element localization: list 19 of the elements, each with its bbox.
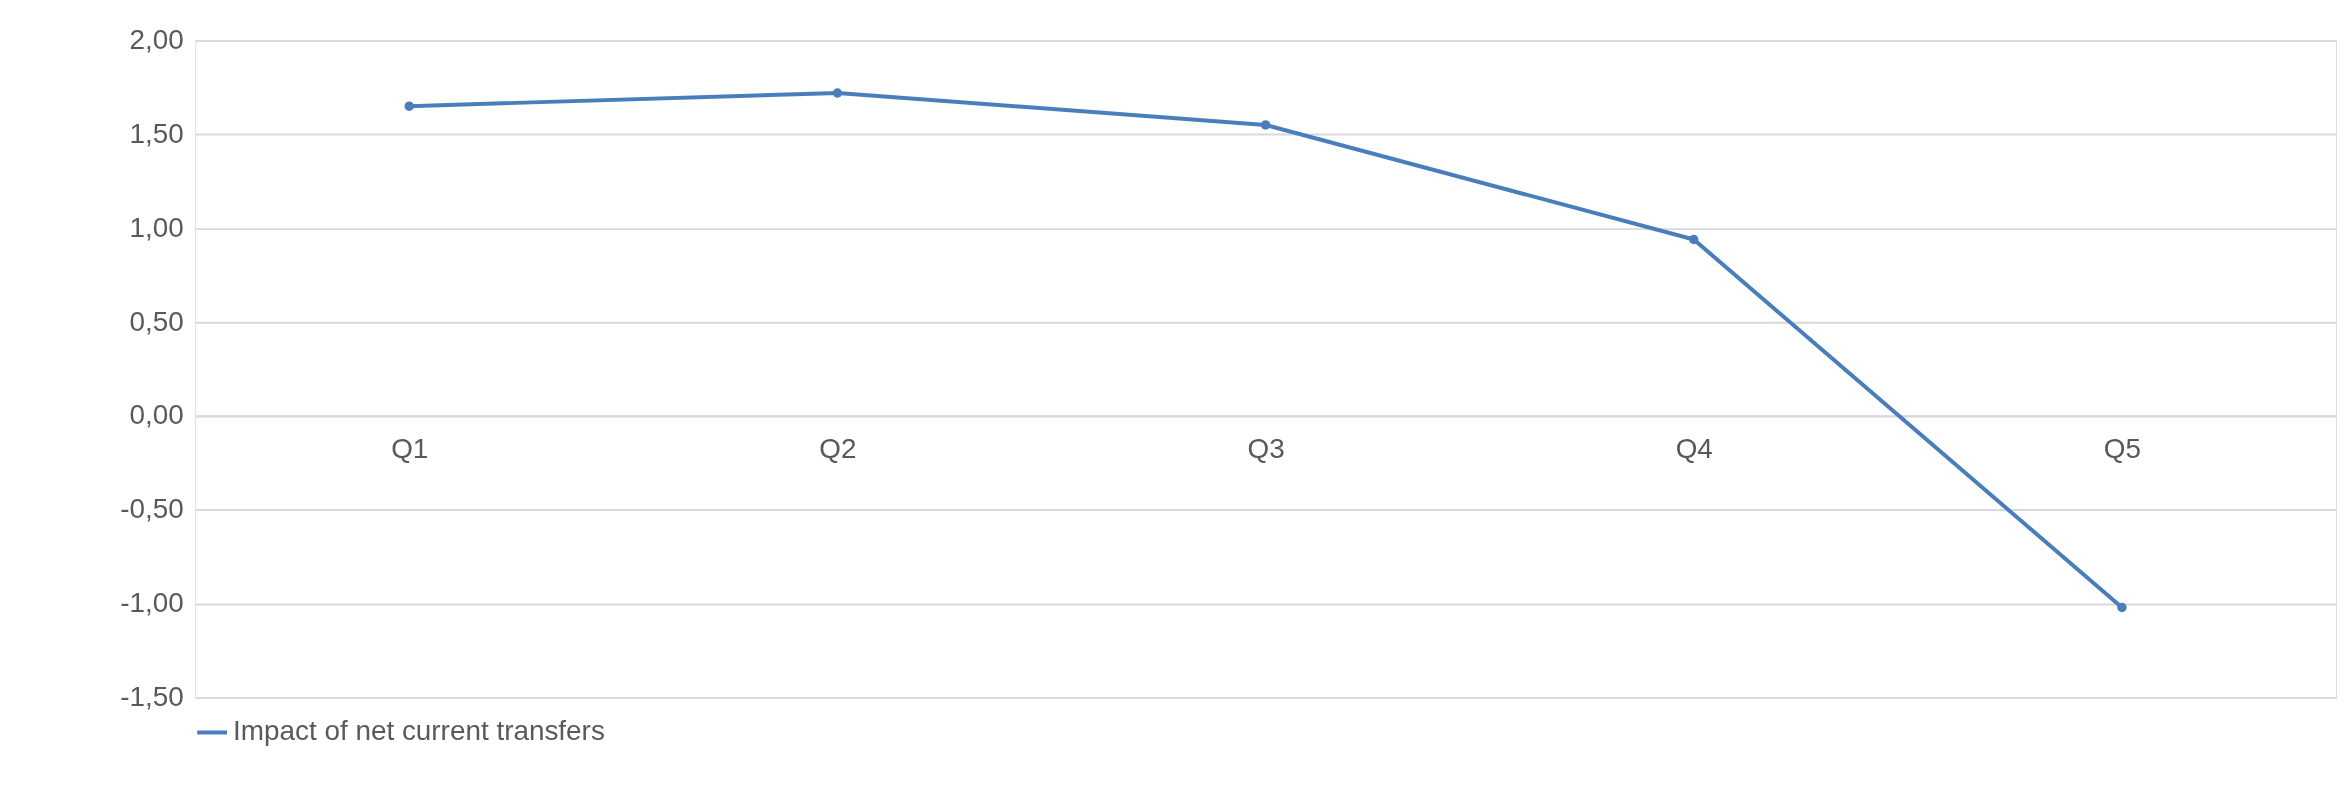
point (2117, 602, 2127, 613)
y-tick-label: 1,50 (129, 117, 184, 149)
y-tick-label: -0,50 (120, 493, 184, 525)
legend-label: Impact of net current transfers (233, 715, 605, 747)
y-tick-label: 1,00 (129, 211, 184, 243)
y-tick-label: -1,50 (120, 681, 184, 713)
x-tick-label: Q1 (391, 433, 429, 465)
y-tick-label: 2,00 (129, 23, 184, 55)
point (404, 101, 414, 111)
x-tick-label: Q5 (2103, 433, 2142, 465)
x-tick-label: Q4 (1675, 433, 1713, 465)
point (1260, 120, 1271, 130)
y-tick-label: 0,50 (129, 305, 184, 337)
x-tick-label: Q3 (1247, 433, 1285, 465)
x-tick-label: Q2 (819, 433, 857, 465)
point (1689, 234, 1699, 245)
y-tick-label: -1,00 (120, 587, 184, 619)
y-tick-label: 0,00 (129, 399, 184, 431)
point (832, 88, 843, 98)
